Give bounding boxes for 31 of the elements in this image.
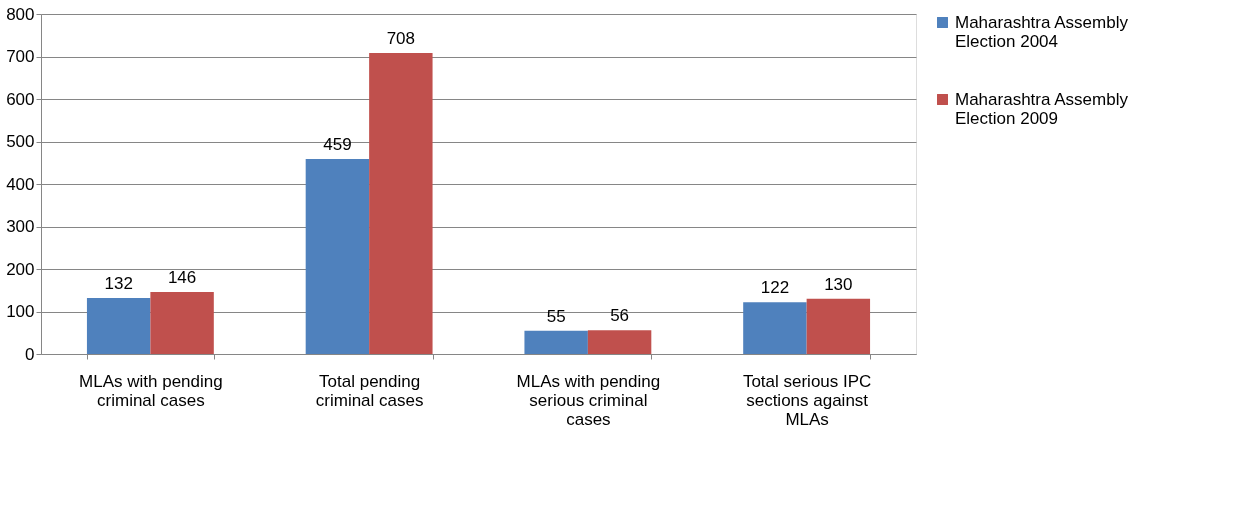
legend-label: Maharashtra Assembly Election 2004	[955, 12, 1129, 51]
data-label: 146	[167, 267, 197, 287]
bar	[305, 158, 370, 354]
y-tick-label: 200	[6, 259, 35, 279]
bar	[806, 298, 871, 354]
data-label: 708	[386, 29, 416, 49]
legend-label: Maharashtra Assembly Election 2009	[955, 89, 1129, 128]
bar	[743, 302, 807, 354]
bar	[587, 330, 652, 354]
bar	[369, 53, 433, 354]
x-tick-label: Total serious IPC sections against MLAs	[742, 371, 872, 429]
y-tick-label: 300	[6, 217, 35, 236]
data-label: 130	[824, 274, 853, 294]
data-label: 459	[323, 134, 352, 154]
bar	[150, 291, 214, 354]
y-tick-label: 600	[6, 89, 35, 109]
x-tick-label: MLAs with pending criminal cases	[79, 371, 223, 410]
x-tick-label: MLAs with pending serious criminal cases	[516, 371, 661, 429]
y-tick-label: 0	[25, 344, 35, 364]
bar	[86, 297, 151, 354]
y-tick-label: 500	[6, 132, 35, 151]
bar	[524, 330, 588, 354]
y-tick-label: 800	[6, 4, 35, 24]
y-tick-label: 100	[6, 302, 35, 321]
data-label: 55	[546, 306, 566, 326]
y-tick-label: 400	[6, 174, 35, 194]
y-tick-label: 700	[6, 47, 35, 66]
data-label: 132	[104, 273, 133, 293]
data-label: 56	[610, 306, 630, 326]
data-label: 122	[760, 278, 790, 298]
x-tick-label: Total pending criminal cases	[315, 371, 424, 410]
